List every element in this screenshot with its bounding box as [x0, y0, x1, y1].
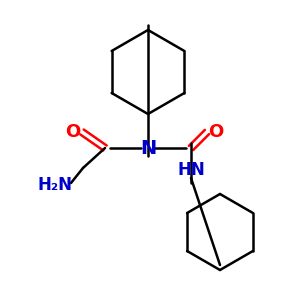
Text: O: O — [208, 123, 224, 141]
Text: O: O — [65, 123, 81, 141]
Text: HN: HN — [177, 161, 205, 179]
Text: H₂N: H₂N — [38, 176, 73, 194]
Text: N: N — [140, 139, 156, 158]
